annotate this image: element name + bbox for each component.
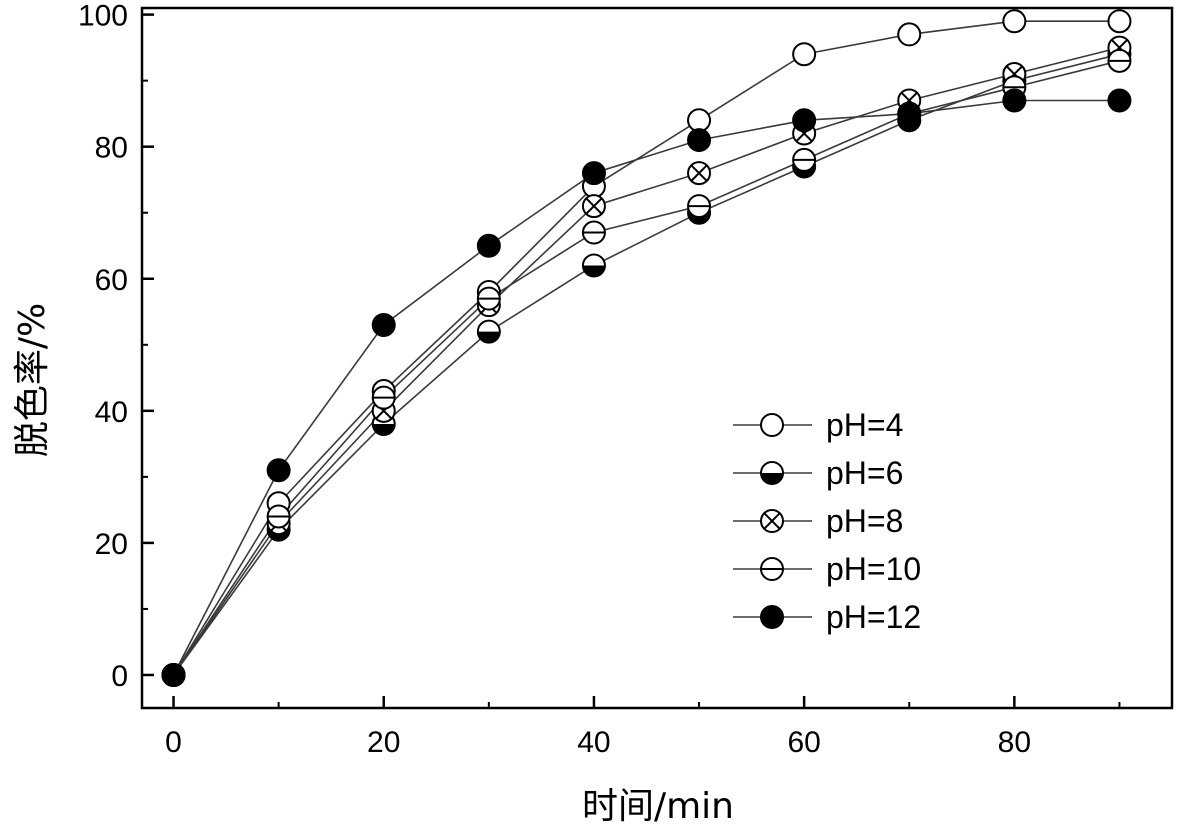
data-point <box>161 662 186 687</box>
y-tick-label: 0 <box>111 660 128 693</box>
data-point <box>687 161 712 186</box>
data-point <box>1107 9 1132 34</box>
series-line-4 <box>172 60 1120 676</box>
x-tick-label: 60 <box>787 726 820 759</box>
data-point <box>1002 88 1027 113</box>
data-point <box>266 458 291 483</box>
data-point <box>581 194 606 219</box>
legend-marker <box>760 413 784 437</box>
legend-item: pH=10 <box>733 551 921 587</box>
legend-label: pH=6 <box>826 455 903 491</box>
y-tick-label: 100 <box>78 0 128 33</box>
y-tick-label: 60 <box>95 264 128 297</box>
legend-item: pH=6 <box>733 455 903 491</box>
data-point <box>1107 48 1132 73</box>
series-line-3 <box>172 46 1120 676</box>
series-lines <box>172 20 1120 676</box>
y-tick-label: 20 <box>95 528 128 561</box>
data-point <box>266 504 291 529</box>
data-point <box>687 128 712 153</box>
legend-label: pH=12 <box>826 599 921 635</box>
data-point <box>792 108 817 133</box>
data-point <box>792 147 817 172</box>
series-line-5 <box>172 99 1120 676</box>
x-tick-label: 80 <box>998 726 1031 759</box>
legend-label: pH=4 <box>826 407 903 443</box>
y-axis-title: 脱色率/% <box>12 303 53 457</box>
data-point <box>476 286 501 311</box>
y-tick-label: 80 <box>95 132 128 165</box>
series-line-1 <box>172 20 1120 676</box>
x-axis-ticks: 0 20 40 60 80 <box>165 696 1121 759</box>
data-point <box>581 220 606 245</box>
y-axis-ticks: 0 20 40 60 80 100 <box>78 0 154 693</box>
legend-item: pH=8 <box>733 503 903 539</box>
data-point <box>897 22 922 47</box>
series-markers <box>161 9 1132 687</box>
legend-label: pH=10 <box>826 551 921 587</box>
data-point <box>687 108 712 133</box>
x-tick-label: 20 <box>367 726 400 759</box>
x-axis-title: 时间/min <box>582 786 734 826</box>
legend-marker <box>760 509 784 533</box>
legend: pH=4 pH=6 pH=8 pH=10 pH=12 <box>733 407 921 635</box>
data-point <box>371 312 396 337</box>
data-point <box>581 161 606 186</box>
data-point <box>687 194 712 219</box>
legend-marker <box>760 461 784 485</box>
legend-marker <box>760 557 784 581</box>
data-point <box>1002 9 1027 34</box>
x-tick-label: 0 <box>165 726 182 759</box>
plot-border <box>140 6 1174 710</box>
data-point <box>792 42 817 67</box>
legend-item: pH=4 <box>733 407 903 443</box>
data-point <box>476 233 501 258</box>
data-point <box>897 101 922 126</box>
data-point <box>1107 88 1132 113</box>
data-point <box>371 385 396 410</box>
legend-label: pH=8 <box>826 503 903 539</box>
legend-marker <box>760 605 784 629</box>
legend-item: pH=12 <box>733 599 921 635</box>
data-point <box>476 319 501 344</box>
x-tick-label: 40 <box>577 726 610 759</box>
y-tick-label: 40 <box>95 396 128 429</box>
plot-frame <box>140 6 1174 710</box>
series-markers-5 <box>161 88 1132 687</box>
data-point <box>581 253 606 278</box>
